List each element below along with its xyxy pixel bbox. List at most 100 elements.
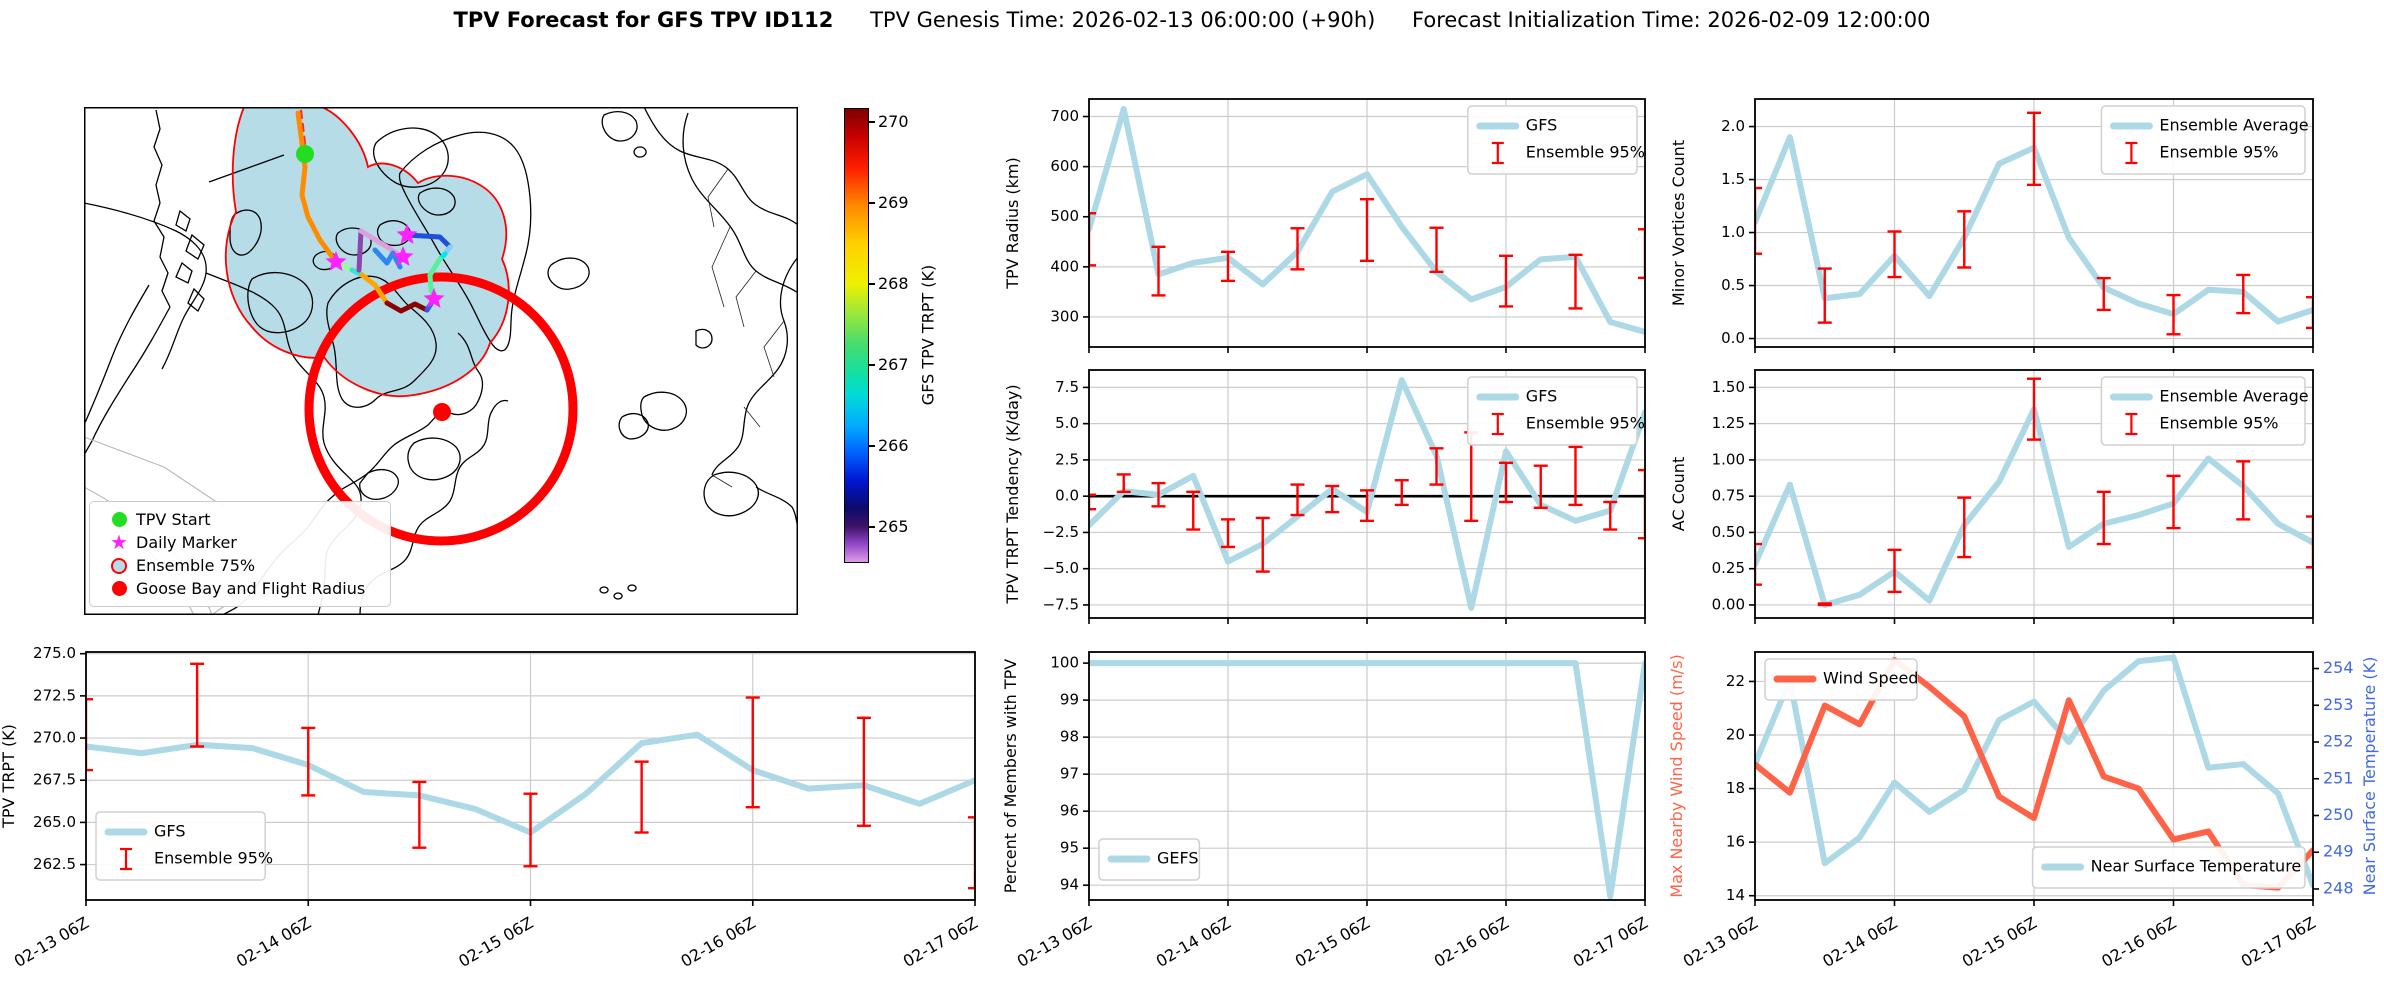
- x-axis-ticks: [1088, 347, 1646, 353]
- coastline: [711, 256, 798, 476]
- figure-title-id: TPV Forecast for GFS TPV ID112: [453, 8, 834, 32]
- y-axis-ticks: 94 95 96 97 98 99 100: [1050, 654, 1089, 894]
- panel-percent-members: 94 95 96 97 98 99 100 02-13 06Z 02-14 06Z 02-15 0…: [1000, 640, 1656, 982]
- daily-marker-star: [392, 246, 414, 266]
- coastline: [703, 471, 759, 517]
- x-axis-ticks: 02-13 06Z 02-14 06Z 02-15 06Z 02-16 06Z 02-1…: [1014, 900, 1651, 971]
- svg-text:02-14 06Z: 02-14 06Z: [233, 913, 314, 971]
- svg-text:02-17 06Z: 02-17 06Z: [2238, 913, 2319, 971]
- chart-minor-svg: 0.0 0.5 1.0 1.5 2.0 Minor Vortices Count Ensem…: [1669, 98, 2314, 353]
- ensemble-75-outline: [224, 107, 510, 397]
- svg-text:262.5: 262.5: [33, 855, 76, 873]
- coastline: [640, 391, 687, 431]
- country-border: [707, 168, 729, 228]
- svg-text:2.5: 2.5: [1055, 450, 1079, 468]
- coastline: [643, 107, 798, 226]
- svg-text:14: 14: [1726, 886, 1745, 904]
- tpv-start-icon: [102, 512, 136, 527]
- country-border: [763, 320, 785, 378]
- coastline: [682, 112, 798, 294]
- daily-marker-icon: ★: [110, 530, 128, 554]
- panel-ac-count: 0.00 0.25 0.50 0.75 1.00 1.25 1.50 AC Count Ense…: [1666, 358, 2323, 630]
- trpt-colorbar-label: GFS TPV TRPT (K): [918, 264, 938, 406]
- svg-text:267.5: 267.5: [33, 771, 76, 789]
- coastline: [208, 154, 285, 183]
- map-legend-item-3: Goose Bay and Flight Radius: [102, 577, 380, 600]
- coastline: [417, 187, 456, 216]
- chart-legend: GEFS: [1098, 838, 1201, 881]
- svg-text:1.50: 1.50: [1712, 378, 1745, 396]
- svg-text:02-15 06Z: 02-15 06Z: [455, 913, 536, 971]
- chart-legend: Ensemble Average Ensemble 95%: [2100, 376, 2309, 446]
- legend-label: Ensemble 95%: [2159, 143, 2278, 162]
- svg-text:0.75: 0.75: [1712, 487, 1745, 505]
- svg-text:300: 300: [1050, 307, 1079, 325]
- ensemble-75-icon: [102, 557, 136, 574]
- chart-radius-svg: 300 400 500 600 700 TPV Radius (km) GFS Ensembl…: [1003, 98, 1646, 353]
- ac-y-axis-label: AC Count: [1669, 457, 1688, 531]
- svg-text:20: 20: [1726, 726, 1745, 744]
- coastline: [547, 257, 590, 290]
- tpv-track-segment: [358, 228, 406, 260]
- x-axis-ticks: [1088, 618, 1646, 624]
- minor-y-axis-label: Minor Vortices Count: [1669, 140, 1688, 306]
- series-gefs: [1089, 660, 1645, 900]
- series-gfs: [1089, 106, 1645, 335]
- country-border: [711, 226, 731, 308]
- svg-text:02-16 06Z: 02-16 06Z: [1431, 913, 1512, 971]
- svg-text:251: 251: [2323, 768, 2354, 787]
- colorbar-tick-mark: [869, 120, 875, 123]
- svg-text:700: 700: [1050, 107, 1079, 125]
- legend-label: Ensemble Average: [2159, 116, 2308, 135]
- percent-y-axis-label: Percent of Members with TPV: [1001, 659, 1020, 893]
- chart-legend: GFS Ensemble 95%: [1467, 105, 1645, 175]
- coastline: [84, 202, 207, 370]
- colorbar-tick-mark: [869, 201, 875, 204]
- legend-label: Ensemble 95%: [1526, 414, 1645, 433]
- svg-text:1.00: 1.00: [1712, 450, 1745, 468]
- svg-text:400: 400: [1050, 257, 1079, 275]
- x-axis-ticks: 02-13 06Z 02-14 06Z 02-15 06Z 02-16 06Z 02-1…: [1680, 900, 2319, 971]
- coastline: [84, 306, 171, 456]
- right-y-axis-label: Near Surface Temperature (K): [2360, 657, 2379, 896]
- svg-text:0.00: 0.00: [1712, 595, 1745, 613]
- ensemble-95-error-bars: [1755, 377, 2313, 607]
- tpv-track-segment: [359, 272, 390, 306]
- svg-text:100: 100: [1050, 654, 1079, 672]
- coastline: [175, 209, 205, 313]
- colorbar-tick-mark: [869, 444, 875, 447]
- svg-text:02-16 06Z: 02-16 06Z: [2098, 913, 2179, 971]
- map-legend-item-0: TPV Start: [102, 508, 380, 531]
- y-axis-ticks: 300 400 500 600 700: [1050, 107, 1089, 325]
- map-legend-item-2: Ensemble 75%: [102, 554, 380, 577]
- figure-title-init: Forecast Initialization Time: 2026-02-09…: [1412, 8, 1931, 32]
- svg-text:1.0: 1.0: [1721, 223, 1745, 241]
- svg-text:99: 99: [1060, 691, 1079, 709]
- ensemble-95-error-bars: [1089, 431, 1645, 573]
- coastline: [755, 486, 798, 528]
- map-legend: TPV Start ★ Daily Marker Ensemble 75% Goose …: [89, 501, 391, 607]
- legend-label: Ensemble 95%: [2159, 414, 2278, 433]
- coastline: [601, 110, 638, 142]
- tpv-start-marker: [296, 145, 314, 163]
- svg-text:02-13 06Z: 02-13 06Z: [11, 913, 92, 971]
- svg-text:250: 250: [2323, 805, 2354, 824]
- figure-title: TPV Forecast for GFS TPV ID112 TPV Genes…: [0, 8, 2384, 32]
- ensemble-95-error-bars: [1089, 198, 1645, 310]
- chart-legend: GFS Ensemble 95%: [1467, 376, 1645, 446]
- svg-text:5.0: 5.0: [1055, 414, 1079, 432]
- y-axis-ticks: 262.5 265.0 267.5 270.0 272.5 275.0: [33, 644, 86, 873]
- tendency-y-axis-label: TPV TRPT Tendency (K/day): [1003, 384, 1022, 604]
- colorbar-tick-label: 266: [878, 435, 909, 455]
- svg-text:600: 600: [1050, 157, 1079, 175]
- svg-text:16: 16: [1726, 833, 1745, 851]
- svg-text:1.5: 1.5: [1721, 170, 1745, 188]
- svg-text:94: 94: [1060, 876, 1079, 894]
- country-border: [711, 474, 733, 488]
- svg-text:02-14 06Z: 02-14 06Z: [1153, 913, 1234, 971]
- goose-bay-icon: [102, 581, 136, 596]
- country-border: [743, 406, 761, 428]
- svg-text:18: 18: [1726, 779, 1745, 797]
- goose-bay-marker: [433, 403, 451, 421]
